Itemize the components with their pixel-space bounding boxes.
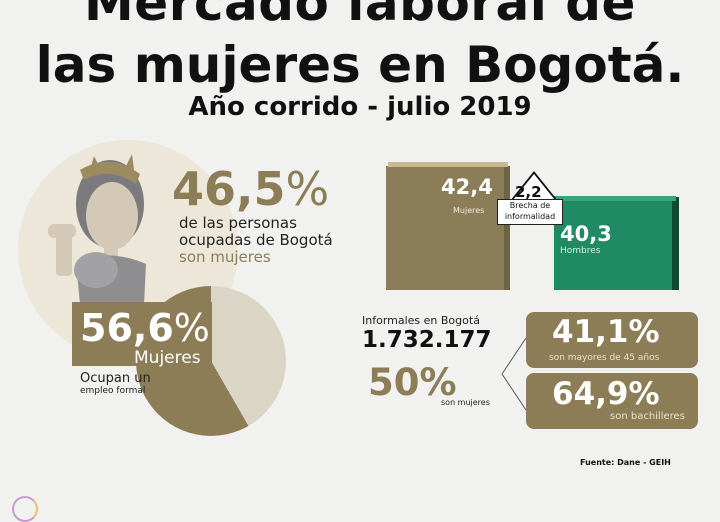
men-informality-bar (554, 200, 672, 290)
percent-sign: % (173, 306, 210, 350)
informales-women-percent: 50% (368, 361, 457, 404)
men-bar-top (554, 196, 676, 201)
woman-illustration-icon (48, 154, 146, 304)
gap-value: 2,2 (515, 183, 542, 201)
desc-line-2: ocupadas de Bogotá (179, 231, 333, 249)
logo-icon (12, 496, 38, 522)
occupied-value: 46,5 (172, 162, 286, 216)
gap-label-line-1: Brecha de (509, 201, 551, 210)
men-bar-label: Hombres (560, 246, 601, 256)
formal-sub-line-1: Ocupan un (80, 371, 151, 386)
informales-label: Informales en Bogotá (362, 314, 480, 327)
card-over-45 (526, 312, 698, 368)
women-informality-bar (386, 166, 504, 290)
card-over-45-label: son mayores de 45 años (549, 353, 660, 363)
card-bachilleres-value: 64,9% (552, 376, 660, 412)
gap-label-line-2: informalidad (504, 212, 556, 221)
occupied-description: de las personas ocupadas de Bogotá son m… (179, 215, 333, 266)
title-line-2: las mujeres en Bogotá. (35, 36, 685, 94)
desc-line-3: son mujeres (179, 248, 271, 266)
women-bar-side (504, 166, 510, 290)
title-line-1: Mercado laboral de (84, 0, 636, 32)
percent-sign: % (285, 162, 330, 216)
gap-triangle-fill (513, 174, 555, 200)
card-bachilleres-label: son bachilleres (610, 411, 685, 422)
bracket-connector-icon (501, 337, 527, 411)
women-bar-value: 42,4 (441, 175, 493, 199)
men-bar-side (672, 197, 679, 290)
formal-value: 56,6 (80, 306, 174, 350)
card-bachilleres (526, 373, 698, 429)
formal-women-percent: 56,6% (80, 306, 210, 350)
women-bar-label: Mujeres (453, 206, 485, 215)
formal-sub-line-2: empleo formal (80, 386, 146, 396)
occupied-women-percent: 46,5% (172, 164, 329, 214)
informales-women-label: son mujeres (441, 398, 490, 407)
card-over-45-value: 41,1% (552, 314, 660, 350)
desc-line-1: de las personas (179, 214, 297, 232)
gap-label-box: Brecha de informalidad (497, 199, 563, 225)
pie-label-band (72, 302, 212, 366)
women-bar-top (388, 162, 508, 167)
formal-women-label: Mujeres (134, 348, 201, 368)
men-bar-value: 40,3 (560, 222, 612, 246)
subtitle: Año corrido - julio 2019 (188, 92, 532, 122)
informales-count: 1.732.177 (362, 327, 492, 353)
source-note: Fuente: Dane - GEIH (580, 458, 671, 467)
